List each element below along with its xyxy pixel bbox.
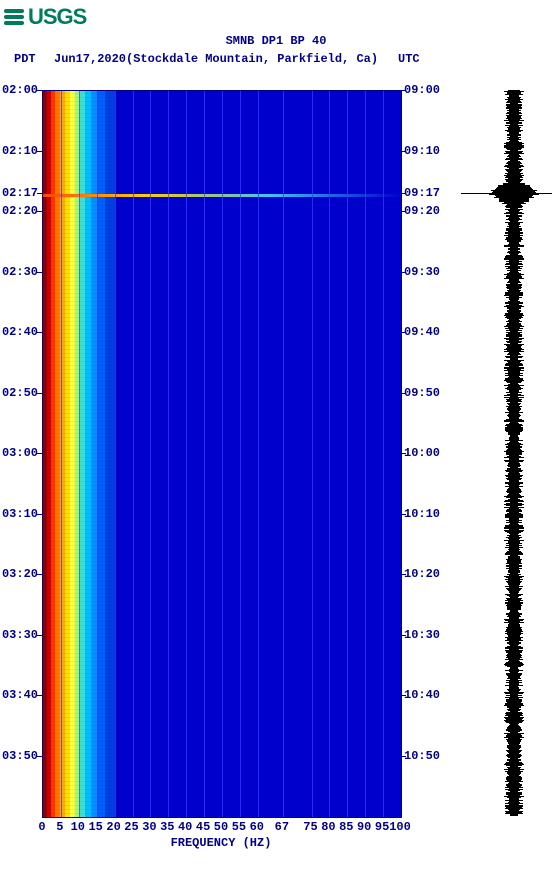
ytick-right: 09:40 [404,325,440,339]
xtick: 35 [160,820,174,834]
xtick: 50 [214,820,228,834]
seismic-event-line [43,194,401,197]
xtick: 5 [56,820,63,834]
xtick: 55 [232,820,246,834]
ytick-right: 09:17 [404,186,440,200]
xtick: 85 [339,820,353,834]
ytick-left: 03:10 [2,507,38,521]
station-title: SMNB DP1 BP 40 [0,34,552,48]
ytick-left: 02:40 [2,325,38,339]
xtick: 20 [106,820,120,834]
spectrogram-plot [42,90,402,818]
ytick-right: 09:00 [404,83,440,97]
xtick: 10 [71,820,85,834]
xtick: 100 [389,820,411,834]
spectrogram-image [43,91,401,817]
ytick-left: 03:50 [2,749,38,763]
xtick: 45 [196,820,210,834]
xtick: 40 [178,820,192,834]
ytick-left: 03:20 [2,567,38,581]
ytick-right: 10:40 [404,688,440,702]
ytick-right: 10:30 [404,628,440,642]
plot-header: SMNB DP1 BP 40 [0,34,552,50]
xtick: 80 [321,820,335,834]
location: (Stockdale Mountain, Parkfield, Ca) [126,52,378,66]
ytick-right: 10:00 [404,446,440,460]
xtick: 15 [88,820,102,834]
ytick-left: 02:00 [2,83,38,97]
xtick: 75 [303,820,317,834]
ytick-right: 09:50 [404,386,440,400]
ytick-right: 10:50 [404,749,440,763]
date-location: Jun17,2020(Stockdale Mountain, Parkfield… [54,52,378,66]
xtick: 95 [375,820,389,834]
xtick: 30 [142,820,156,834]
xtick: 67 [275,820,289,834]
usgs-logo: USGS [4,4,86,30]
ytick-left: 03:00 [2,446,38,460]
ytick-right: 09:10 [404,144,440,158]
xtick: 60 [250,820,264,834]
ytick-left: 02:10 [2,144,38,158]
ytick-left: 02:17 [2,186,38,200]
ytick-right: 10:10 [404,507,440,521]
timezone-right: UTC [398,52,420,66]
ytick-left: 03:40 [2,688,38,702]
timezone-left: PDT [14,52,36,66]
ytick-right: 10:20 [404,567,440,581]
logo-waves-icon [4,8,24,26]
ytick-left: 02:30 [2,265,38,279]
ytick-right: 09:30 [404,265,440,279]
xtick: 25 [124,820,138,834]
x-axis-label: FREQUENCY (HZ) [42,836,400,850]
ytick-left: 03:30 [2,628,38,642]
logo-text: USGS [28,4,86,30]
ytick-left: 02:50 [2,386,38,400]
xtick: 0 [38,820,45,834]
date: Jun17,2020 [54,52,126,66]
ytick-right: 09:20 [404,204,440,218]
xtick: 90 [357,820,371,834]
ytick-left: 02:20 [2,204,38,218]
waveform-trace [486,90,542,816]
